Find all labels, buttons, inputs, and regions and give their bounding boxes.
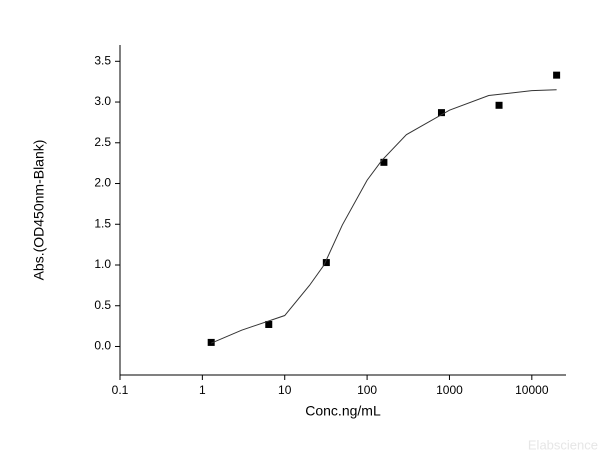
data-point [495,101,503,109]
data-point [553,71,561,79]
y-tick-label: 3.0 [94,94,111,108]
y-axis-title: Abs.(OD450nm-Blank) [31,140,47,281]
x-tick-label: 10000 [515,383,549,397]
y-tick-label: 0.0 [94,339,111,353]
y-tick-label: 1.5 [94,216,111,230]
x-axis-title: Conc.ng/mL [305,403,381,419]
fit-curve [210,89,557,344]
y-tick-label: 2.0 [94,176,111,190]
x-tick-label: 1 [199,383,206,397]
data-point [437,109,445,117]
data-point [380,158,388,166]
x-tick-label: 10 [278,383,292,397]
y-tick-label: 2.5 [94,135,111,149]
data-point [265,320,273,328]
watermark: Elabscience [528,437,598,452]
y-tick-label: 0.5 [94,298,111,312]
y-tick-label: 1.0 [94,257,111,271]
y-tick-label: 3.5 [94,53,111,67]
data-point [322,259,330,267]
data-point [207,338,215,346]
x-tick-label: 100 [357,383,377,397]
x-tick-label: 0.1 [112,383,129,397]
x-tick-label: 1000 [436,383,463,397]
